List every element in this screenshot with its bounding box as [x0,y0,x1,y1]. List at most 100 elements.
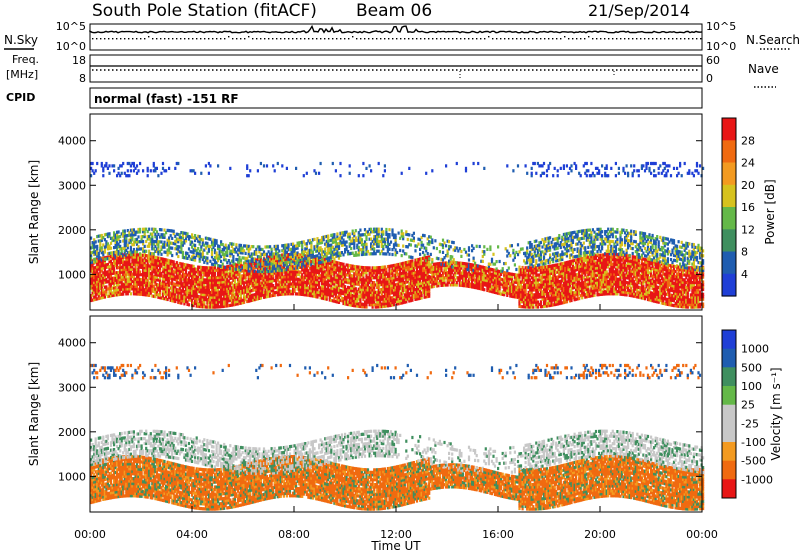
heat-cell [284,270,287,274]
heat-cell [284,282,287,286]
heat-cell [405,268,408,272]
heat-cell [152,227,155,231]
heat-cell [276,293,279,297]
heat-cell [108,279,111,283]
heat-cell [131,279,134,284]
heat-cell [140,256,143,260]
heat-cell [181,270,184,274]
heat-cell [265,282,269,286]
heat-cell [411,276,414,280]
nsearch-dot [632,38,634,40]
heat-cell [149,291,152,295]
heat-cell [207,298,210,302]
heat-cell [105,240,108,244]
heat-cell [298,263,301,267]
heat-cell [253,288,256,292]
heat-cell [313,289,316,293]
heat-cell [304,280,307,285]
heat-cell [230,293,233,297]
heat-cell [354,292,357,296]
heat-cell [316,278,319,282]
heat-cell [397,262,400,267]
heat-cell [428,260,431,264]
heat-cell [360,305,363,309]
heat-cell [126,229,129,233]
heat-cell [400,298,403,303]
heat-cell [217,246,220,251]
heat-cell [129,272,132,276]
heat-cell [247,284,250,289]
heat-cell [324,272,327,276]
heat-cell [408,265,411,269]
heat-cell [180,238,183,242]
heat-cell [321,267,324,271]
heat-cell [113,278,116,283]
heat-cell [371,288,374,292]
heat-cell [183,292,186,296]
heat-cell [247,264,250,268]
heat-cell [311,279,314,283]
heat-cell [293,282,296,286]
heat-cell [379,275,382,279]
heat-cell [128,277,131,281]
heat-cell [91,169,94,173]
heat-cell [321,262,324,266]
heat-cell [420,276,423,280]
heat-cell [428,267,431,271]
heat-cell [217,293,220,297]
heat-cell [207,171,210,175]
heat-cell [417,292,420,296]
heat-cell [368,288,371,292]
heat-cell [402,249,405,253]
heat-cell [357,290,360,294]
heat-cell [406,233,409,237]
heat-cell [102,293,105,297]
heat-cell [428,279,431,284]
heat-cell [386,301,389,305]
heat-cell [278,273,281,277]
heat-cell [255,264,258,269]
heat-cell [330,274,333,278]
heat-cell [368,227,371,231]
heat-cell [194,289,197,293]
heat-cell [215,239,218,243]
heat-cell [180,299,183,303]
heat-cell [187,281,191,285]
heat-cell [223,268,226,272]
heat-cell [285,258,288,262]
heat-cell [388,274,391,278]
heat-cell [129,279,132,284]
heat-cell [253,295,256,299]
heat-cell [221,287,224,291]
heat-cell [267,260,270,264]
heat-cell [244,264,247,268]
heat-cell [348,234,351,239]
heat-cell [213,248,217,252]
nsky-line [89,24,703,34]
heat-cell [230,266,233,271]
heat-cell [171,272,174,276]
heat-cell [330,255,333,259]
heat-cell [126,265,129,269]
heat-cell [337,276,341,280]
heat-cell [206,266,209,270]
heat-cell [139,230,142,234]
heat-cell [143,283,146,287]
heat-cell [321,253,324,257]
heat-cell [265,277,269,281]
heat-cell [227,259,230,263]
heat-cell [172,265,175,269]
heat-cell [419,284,422,288]
heat-cell [177,240,180,244]
heat-cell [383,169,386,173]
heat-cell [342,287,345,291]
heat-cell [177,161,180,166]
heat-cell [152,265,155,269]
heat-cell [419,286,422,291]
nsearch-dot [368,38,370,40]
heat-cell [152,270,155,274]
heat-cell [132,277,135,281]
heat-cell [255,278,258,282]
heat-cell [420,245,423,249]
heat-cell [126,246,129,250]
